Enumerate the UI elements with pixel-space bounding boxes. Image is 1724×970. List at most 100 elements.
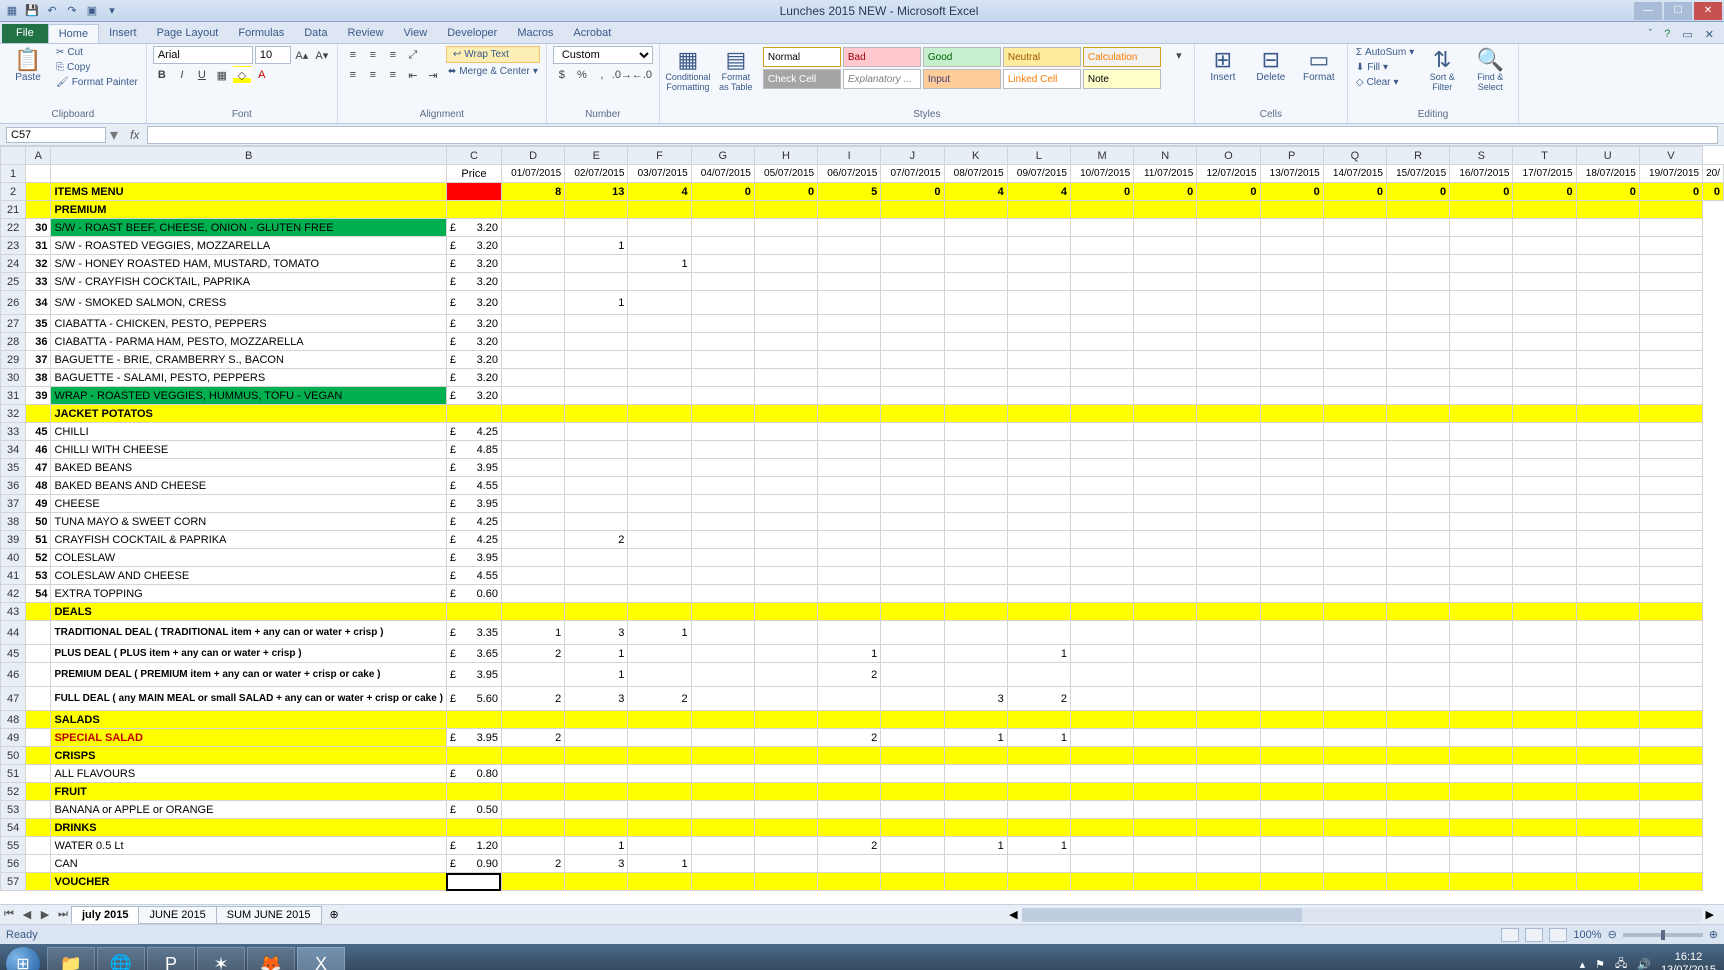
system-tray[interactable]: ▴ ⚑ 🖧 🔊 16:1213/07/2015	[1580, 951, 1724, 970]
window-close-icon[interactable]: ✕	[1701, 26, 1718, 43]
row-header[interactable]: 33	[1, 423, 26, 441]
start-button[interactable]: ⊞	[0, 944, 46, 970]
col-header[interactable]: D	[501, 147, 564, 165]
minimize-ribbon-icon[interactable]: ˇ	[1645, 26, 1657, 43]
row-header[interactable]: 55	[1, 837, 26, 855]
grow-font-icon[interactable]: A▴	[293, 46, 311, 64]
qat-icon[interactable]: ▣	[84, 3, 100, 19]
col-header[interactable]: S	[1450, 147, 1513, 165]
font-color-button[interactable]: A	[253, 66, 271, 84]
align-left-icon[interactable]: ≡	[344, 66, 362, 84]
row-header[interactable]: 53	[1, 801, 26, 819]
tab-file[interactable]: File	[2, 24, 48, 43]
format-cells-button[interactable]: ▭Format	[1297, 46, 1341, 85]
row-header[interactable]: 38	[1, 513, 26, 531]
sheet-tab[interactable]: SUM JUNE 2015	[216, 906, 322, 924]
italic-button[interactable]: I	[173, 66, 191, 84]
cell-style-note[interactable]: Note	[1083, 69, 1161, 89]
cut-button[interactable]: ✂ Cut	[54, 46, 140, 59]
number-format-select[interactable]: Custom	[553, 46, 653, 64]
page-break-view-icon[interactable]	[1549, 928, 1567, 942]
delete-cells-button[interactable]: ⊟Delete	[1249, 46, 1293, 85]
tab-home[interactable]: Home	[48, 24, 99, 43]
window-restore-icon[interactable]: ▭	[1678, 26, 1696, 43]
row-header[interactable]: 54	[1, 819, 26, 837]
comma-icon[interactable]: ,	[593, 66, 611, 84]
normal-view-icon[interactable]	[1501, 928, 1519, 942]
row-header[interactable]: 56	[1, 855, 26, 873]
powerpoint-taskbar-icon[interactable]: P	[147, 947, 195, 970]
bold-button[interactable]: B	[153, 66, 171, 84]
formula-input[interactable]	[147, 126, 1718, 144]
row-header[interactable]: 36	[1, 477, 26, 495]
sheet-nav-prev-icon[interactable]: ◀	[18, 908, 36, 921]
row-header[interactable]: 51	[1, 765, 26, 783]
taskbar-clock[interactable]: 16:1213/07/2015	[1661, 951, 1716, 970]
find-select-button[interactable]: 🔍Find & Select	[1468, 46, 1512, 94]
col-header[interactable]: I	[818, 147, 881, 165]
zoom-level[interactable]: 100%	[1573, 929, 1601, 941]
wrap-text-button[interactable]: ↩ Wrap Text	[446, 46, 540, 63]
font-name-input[interactable]	[153, 46, 253, 64]
col-header[interactable]: H	[754, 147, 817, 165]
align-center-icon[interactable]: ≡	[364, 66, 382, 84]
copy-button[interactable]: ⎘ Copy	[54, 61, 140, 74]
row-header[interactable]: 25	[1, 273, 26, 291]
align-bottom-icon[interactable]: ≡	[384, 46, 402, 64]
fill-color-button[interactable]: ◇	[233, 66, 251, 84]
tray-network-icon[interactable]: 🖧	[1615, 955, 1627, 970]
row-header[interactable]: 34	[1, 441, 26, 459]
row-header[interactable]: 42	[1, 585, 26, 603]
zoom-out-icon[interactable]: ⊖	[1608, 928, 1617, 941]
col-header[interactable]: G	[691, 147, 754, 165]
close-button[interactable]: ✕	[1694, 2, 1722, 20]
minimize-button[interactable]: —	[1634, 2, 1662, 20]
qat-icon[interactable]: ▾	[104, 3, 120, 19]
col-header[interactable]: C	[446, 147, 501, 165]
col-header[interactable]: U	[1576, 147, 1639, 165]
row-header[interactable]: 45	[1, 645, 26, 663]
styles-more-icon[interactable]: ▾	[1170, 46, 1188, 64]
col-header[interactable]: L	[1007, 147, 1070, 165]
format-painter-button[interactable]: 🖌 Format Painter	[54, 76, 140, 89]
row-header[interactable]: 37	[1, 495, 26, 513]
sheet-nav-last-icon[interactable]: ⏭	[54, 908, 72, 921]
orientation-icon[interactable]: ⤢	[404, 46, 422, 64]
border-button[interactable]: ▦	[213, 66, 231, 84]
row-header[interactable]: 32	[1, 405, 26, 423]
row-header[interactable]: 48	[1, 711, 26, 729]
shrink-font-icon[interactable]: A▾	[313, 46, 331, 64]
row-header[interactable]: 1	[1, 165, 26, 183]
dec-decimal-icon[interactable]: ←.0	[633, 66, 651, 84]
row-header[interactable]: 46	[1, 663, 26, 687]
col-header[interactable]: M	[1070, 147, 1133, 165]
row-header[interactable]: 43	[1, 603, 26, 621]
col-header[interactable]: E	[565, 147, 628, 165]
row-header[interactable]: 23	[1, 237, 26, 255]
row-header[interactable]: 50	[1, 747, 26, 765]
indent-dec-icon[interactable]: ⇤	[404, 66, 422, 84]
cell-style-linkedcell[interactable]: Linked Cell	[1003, 69, 1081, 89]
redo-icon[interactable]: ↷	[64, 3, 80, 19]
conditional-formatting-button[interactable]: ▦Conditional Formatting	[666, 46, 710, 94]
cell-style-calculation[interactable]: Calculation	[1083, 47, 1161, 67]
tab-data[interactable]: Data	[294, 24, 337, 43]
row-header[interactable]: 40	[1, 549, 26, 567]
tab-page-layout[interactable]: Page Layout	[147, 24, 229, 43]
col-header[interactable]: F	[628, 147, 691, 165]
maximize-button[interactable]: ☐	[1664, 2, 1692, 20]
tab-review[interactable]: Review	[337, 24, 393, 43]
col-header[interactable]: R	[1386, 147, 1449, 165]
font-size-input[interactable]	[255, 46, 291, 64]
help-icon[interactable]: ?	[1660, 26, 1674, 43]
align-middle-icon[interactable]: ≡	[364, 46, 382, 64]
row-header[interactable]: 57	[1, 873, 26, 891]
sheet-tab[interactable]: JUNE 2015	[138, 906, 216, 924]
col-header[interactable]: T	[1513, 147, 1576, 165]
tray-volume-icon[interactable]: 🔊	[1637, 958, 1651, 970]
page-layout-view-icon[interactable]	[1525, 928, 1543, 942]
cell-style-good[interactable]: Good	[923, 47, 1001, 67]
sheet-tab[interactable]: july 2015	[71, 906, 139, 924]
row-header[interactable]: 39	[1, 531, 26, 549]
row-header[interactable]: 24	[1, 255, 26, 273]
